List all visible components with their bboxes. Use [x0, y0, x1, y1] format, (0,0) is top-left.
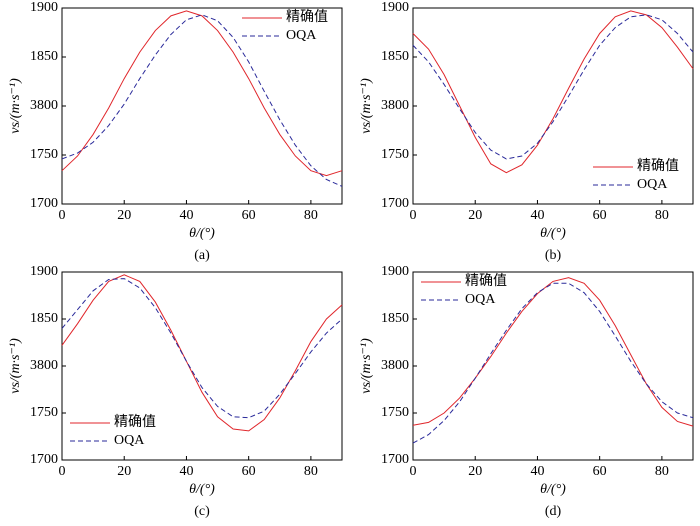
x-tick-label: 60	[242, 208, 256, 223]
y-tick-label: 1750	[381, 405, 409, 420]
y-tick-label: 1850	[381, 49, 409, 64]
y-tick-label: 3800	[30, 358, 58, 373]
x-tick-label: 40	[530, 208, 544, 223]
panel: 0 20 40 60 80 1700 1750 3800 1850 1900 θ/(°) vs/(m·…	[359, 264, 694, 519]
legend-label: 精确值	[637, 158, 679, 174]
caption: (c)	[194, 504, 210, 519]
axes-box	[61, 271, 343, 461]
y-tick-label: 1750	[381, 147, 409, 162]
y-tick-label: 1850	[30, 49, 58, 64]
legend-label: 精确值	[465, 273, 507, 289]
x-axis-label: θ/(°)	[189, 482, 215, 497]
y-tick-label: 3800	[30, 98, 58, 113]
caption: (d)	[545, 504, 562, 519]
y-axis-label: vs/(m·s⁻¹)	[8, 338, 23, 394]
x-tick-label: 40	[179, 208, 193, 223]
y-tick-label: 1900	[30, 0, 58, 15]
y-tick-label: 1850	[381, 311, 409, 326]
legend-label: OQA	[286, 28, 317, 43]
legend-label: 精确值	[114, 414, 156, 430]
x-axis-label: θ/(°)	[189, 226, 215, 241]
x-tick-label: 20	[468, 208, 482, 223]
x-tick-label: 0	[410, 208, 417, 223]
x-tick-label: 0	[59, 464, 66, 479]
legend-label: OQA	[637, 177, 668, 192]
y-axis-label: vs/(m·s⁻¹)	[359, 78, 374, 134]
y-tick-label: 1750	[30, 147, 58, 162]
y-tick-label: 1700	[381, 196, 409, 211]
legend-label: OQA	[465, 292, 496, 307]
legend-label: OQA	[114, 433, 145, 448]
panel: 0 20 40 60 80 1700 1750 3800 1850 1900 θ/(°) vs/(m·…	[359, 0, 694, 263]
x-tick-label: 20	[117, 208, 131, 223]
series-line	[61, 274, 343, 432]
x-tick-label: 80	[304, 464, 318, 479]
x-tick-label: 0	[410, 464, 417, 479]
x-tick-label: 60	[242, 464, 256, 479]
x-tick-label: 60	[593, 464, 607, 479]
x-tick-label: 80	[655, 464, 669, 479]
x-tick-label: 80	[655, 208, 669, 223]
series-line	[412, 282, 694, 444]
x-tick-label: 40	[530, 464, 544, 479]
series-line	[61, 14, 343, 187]
y-tick-label: 1900	[381, 264, 409, 279]
x-tick-label: 60	[593, 208, 607, 223]
y-tick-label: 1900	[30, 264, 58, 279]
legend-label: 精确值	[286, 9, 328, 25]
caption: (a)	[194, 248, 210, 263]
x-tick-label: 20	[468, 464, 482, 479]
y-tick-label: 3800	[381, 98, 409, 113]
series-line	[412, 277, 694, 427]
series-line	[412, 10, 694, 174]
y-tick-label: 1700	[30, 196, 58, 211]
y-axis-label: vs/(m·s⁻¹)	[359, 338, 374, 394]
axes-box	[412, 7, 694, 205]
panel: 0 20 40 60 80 1700 1750 3800 1850 1900 θ/(°) vs/(m·…	[8, 0, 343, 263]
x-axis-label: θ/(°)	[540, 226, 566, 241]
x-tick-label: 0	[59, 208, 66, 223]
y-tick-label: 1750	[30, 405, 58, 420]
x-tick-label: 80	[304, 208, 318, 223]
series-line	[61, 278, 343, 419]
y-tick-label: 3800	[381, 358, 409, 373]
y-tick-label: 1850	[30, 311, 58, 326]
x-tick-label: 20	[117, 464, 131, 479]
y-tick-label: 1900	[381, 0, 409, 15]
x-axis-label: θ/(°)	[540, 482, 566, 497]
y-tick-label: 1700	[30, 452, 58, 467]
series-line	[61, 10, 343, 177]
caption: (b)	[545, 248, 562, 263]
series-line	[412, 14, 694, 160]
panel: 0 20 40 60 80 1700 1750 3800 1850 1900 θ/(°) vs/(m·…	[8, 264, 343, 519]
y-tick-label: 1700	[381, 452, 409, 467]
y-axis-label: vs/(m·s⁻¹)	[8, 78, 23, 134]
x-tick-label: 40	[179, 464, 193, 479]
